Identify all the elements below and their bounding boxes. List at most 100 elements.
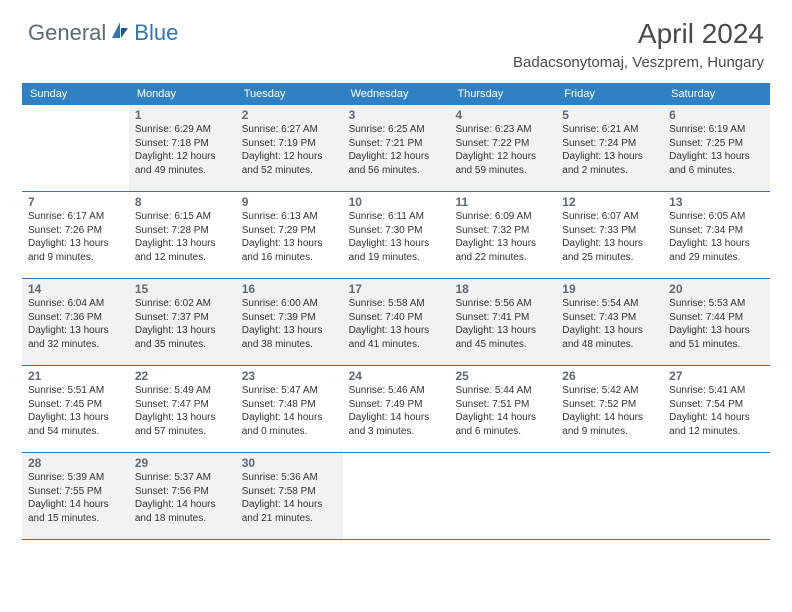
sunrise-text: Sunrise: 6:29 AM: [135, 123, 230, 137]
day-number: 19: [562, 282, 657, 296]
day-header: Tuesday: [236, 83, 343, 105]
day-number: 12: [562, 195, 657, 209]
daylight-text: Daylight: 13 hours and 45 minutes.: [455, 324, 550, 351]
calendar-cell: 23Sunrise: 5:47 AMSunset: 7:48 PMDayligh…: [236, 366, 343, 452]
sunrise-text: Sunrise: 6:11 AM: [349, 210, 444, 224]
day-header: Saturday: [663, 83, 770, 105]
daylight-text: Daylight: 13 hours and 57 minutes.: [135, 411, 230, 438]
daylight-text: Daylight: 12 hours and 56 minutes.: [349, 150, 444, 177]
calendar-cell: 10Sunrise: 6:11 AMSunset: 7:30 PMDayligh…: [343, 192, 450, 278]
sunset-text: Sunset: 7:18 PM: [135, 137, 230, 151]
day-number: 9: [242, 195, 337, 209]
calendar-cell: 19Sunrise: 5:54 AMSunset: 7:43 PMDayligh…: [556, 279, 663, 365]
calendar-cell: 12Sunrise: 6:07 AMSunset: 7:33 PMDayligh…: [556, 192, 663, 278]
sunrise-text: Sunrise: 5:49 AM: [135, 384, 230, 398]
sunset-text: Sunset: 7:39 PM: [242, 311, 337, 325]
sunset-text: Sunset: 7:51 PM: [455, 398, 550, 412]
calendar-cell: 17Sunrise: 5:58 AMSunset: 7:40 PMDayligh…: [343, 279, 450, 365]
daylight-text: Daylight: 13 hours and 38 minutes.: [242, 324, 337, 351]
daylight-text: Daylight: 14 hours and 21 minutes.: [242, 498, 337, 525]
day-number: 15: [135, 282, 230, 296]
daylight-text: Daylight: 13 hours and 48 minutes.: [562, 324, 657, 351]
calendar-cell: 14Sunrise: 6:04 AMSunset: 7:36 PMDayligh…: [22, 279, 129, 365]
daylight-text: Daylight: 14 hours and 12 minutes.: [669, 411, 764, 438]
calendar-cell: 3Sunrise: 6:25 AMSunset: 7:21 PMDaylight…: [343, 105, 450, 191]
calendar-cell: 15Sunrise: 6:02 AMSunset: 7:37 PMDayligh…: [129, 279, 236, 365]
sunrise-text: Sunrise: 6:21 AM: [562, 123, 657, 137]
calendar-cell: 22Sunrise: 5:49 AMSunset: 7:47 PMDayligh…: [129, 366, 236, 452]
daylight-text: Daylight: 13 hours and 19 minutes.: [349, 237, 444, 264]
sunset-text: Sunset: 7:33 PM: [562, 224, 657, 238]
sunset-text: Sunset: 7:56 PM: [135, 485, 230, 499]
sunrise-text: Sunrise: 5:51 AM: [28, 384, 123, 398]
daylight-text: Daylight: 12 hours and 49 minutes.: [135, 150, 230, 177]
week-row: 14Sunrise: 6:04 AMSunset: 7:36 PMDayligh…: [22, 279, 770, 366]
daylight-text: Daylight: 13 hours and 16 minutes.: [242, 237, 337, 264]
day-number: 11: [455, 195, 550, 209]
sunset-text: Sunset: 7:29 PM: [242, 224, 337, 238]
day-header: Thursday: [449, 83, 556, 105]
month-title: April 2024: [513, 18, 764, 50]
day-number: 27: [669, 369, 764, 383]
sunset-text: Sunset: 7:21 PM: [349, 137, 444, 151]
calendar-cell: 28Sunrise: 5:39 AMSunset: 7:55 PMDayligh…: [22, 453, 129, 539]
sunrise-text: Sunrise: 6:25 AM: [349, 123, 444, 137]
daylight-text: Daylight: 13 hours and 32 minutes.: [28, 324, 123, 351]
daylight-text: Daylight: 13 hours and 2 minutes.: [562, 150, 657, 177]
day-number: 26: [562, 369, 657, 383]
sunset-text: Sunset: 7:58 PM: [242, 485, 337, 499]
week-row: 7Sunrise: 6:17 AMSunset: 7:26 PMDaylight…: [22, 192, 770, 279]
calendar-cell: 2Sunrise: 6:27 AMSunset: 7:19 PMDaylight…: [236, 105, 343, 191]
day-number: 28: [28, 456, 123, 470]
calendar-cell: 6Sunrise: 6:19 AMSunset: 7:25 PMDaylight…: [663, 105, 770, 191]
sunrise-text: Sunrise: 6:15 AM: [135, 210, 230, 224]
daylight-text: Daylight: 13 hours and 9 minutes.: [28, 237, 123, 264]
calendar-cell: 18Sunrise: 5:56 AMSunset: 7:41 PMDayligh…: [449, 279, 556, 365]
calendar-cell: 4Sunrise: 6:23 AMSunset: 7:22 PMDaylight…: [449, 105, 556, 191]
day-number: 21: [28, 369, 123, 383]
sunset-text: Sunset: 7:28 PM: [135, 224, 230, 238]
calendar-cell: 9Sunrise: 6:13 AMSunset: 7:29 PMDaylight…: [236, 192, 343, 278]
day-number: 17: [349, 282, 444, 296]
day-number: 25: [455, 369, 550, 383]
day-number: 10: [349, 195, 444, 209]
sunrise-text: Sunrise: 6:05 AM: [669, 210, 764, 224]
calendar-cell: 13Sunrise: 6:05 AMSunset: 7:34 PMDayligh…: [663, 192, 770, 278]
sunrise-text: Sunrise: 6:17 AM: [28, 210, 123, 224]
sail-icon: [108, 18, 132, 47]
calendar-cell: 27Sunrise: 5:41 AMSunset: 7:54 PMDayligh…: [663, 366, 770, 452]
day-number: 29: [135, 456, 230, 470]
daylight-text: Daylight: 13 hours and 51 minutes.: [669, 324, 764, 351]
sunset-text: Sunset: 7:22 PM: [455, 137, 550, 151]
day-number: 5: [562, 108, 657, 122]
sunset-text: Sunset: 7:34 PM: [669, 224, 764, 238]
sunrise-text: Sunrise: 6:02 AM: [135, 297, 230, 311]
day-number: 30: [242, 456, 337, 470]
day-number: 6: [669, 108, 764, 122]
daylight-text: Daylight: 12 hours and 59 minutes.: [455, 150, 550, 177]
daylight-text: Daylight: 13 hours and 54 minutes.: [28, 411, 123, 438]
day-header: Monday: [129, 83, 236, 105]
calendar-cell: 20Sunrise: 5:53 AMSunset: 7:44 PMDayligh…: [663, 279, 770, 365]
day-header: Wednesday: [343, 83, 450, 105]
sunrise-text: Sunrise: 6:07 AM: [562, 210, 657, 224]
day-number: 7: [28, 195, 123, 209]
sunset-text: Sunset: 7:54 PM: [669, 398, 764, 412]
day-number: 8: [135, 195, 230, 209]
calendar-cell: [449, 453, 556, 539]
sunset-text: Sunset: 7:45 PM: [28, 398, 123, 412]
calendar-cell: [343, 453, 450, 539]
sunrise-text: Sunrise: 6:00 AM: [242, 297, 337, 311]
calendar-cell: 16Sunrise: 6:00 AMSunset: 7:39 PMDayligh…: [236, 279, 343, 365]
day-number: 16: [242, 282, 337, 296]
day-number: 1: [135, 108, 230, 122]
day-number: 18: [455, 282, 550, 296]
sunrise-text: Sunrise: 5:42 AM: [562, 384, 657, 398]
day-header: Friday: [556, 83, 663, 105]
day-number: 14: [28, 282, 123, 296]
day-number: 20: [669, 282, 764, 296]
daylight-text: Daylight: 13 hours and 29 minutes.: [669, 237, 764, 264]
day-number: 2: [242, 108, 337, 122]
calendar: SundayMondayTuesdayWednesdayThursdayFrid…: [22, 83, 770, 540]
week-row: 28Sunrise: 5:39 AMSunset: 7:55 PMDayligh…: [22, 453, 770, 540]
